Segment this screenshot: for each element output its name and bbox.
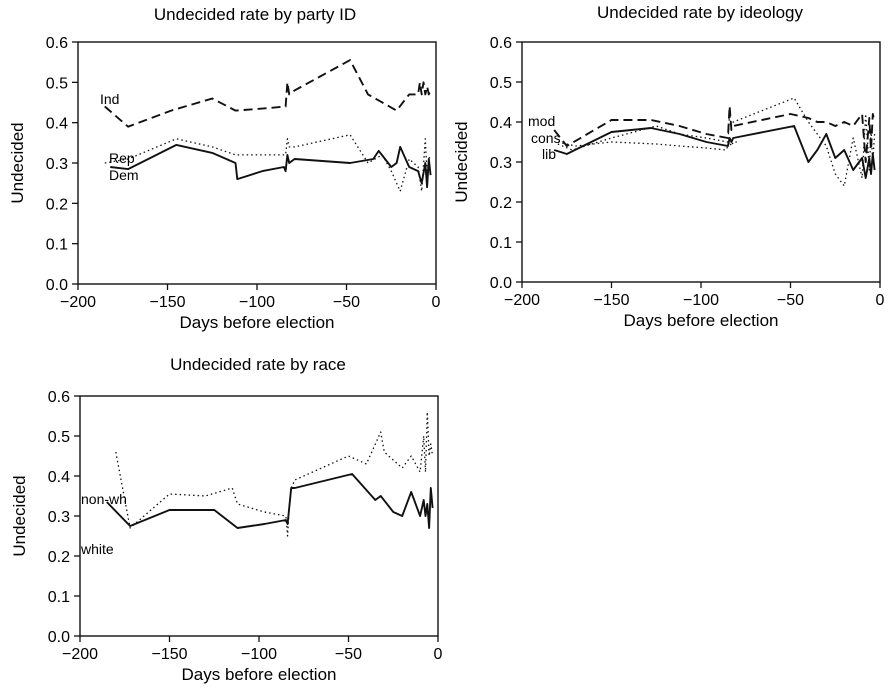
y-tick-label: 0.5 [48, 429, 70, 446]
y-tick-label: 0.0 [48, 629, 70, 646]
x-axis-label: Days before election [624, 311, 779, 330]
x-tick-label: −50 [335, 646, 362, 663]
series-line-lib [557, 141, 737, 151]
chart-title: Undecided rate by race [170, 355, 346, 374]
series-label: cons [531, 130, 561, 146]
series-line-non-wh [115, 411, 434, 537]
series-label: Dem [109, 167, 139, 183]
x-tick-label: −150 [149, 294, 185, 311]
y-tick-label: 0.3 [48, 509, 70, 526]
y-tick-label: 0.5 [490, 75, 512, 92]
y-tick-label: 0.2 [490, 195, 512, 212]
x-tick-label: −200 [60, 294, 96, 311]
chart-panel-2: Undecided rate by ideology −200 −150 −100 −5… [452, 3, 885, 330]
series-label: Rep [109, 150, 135, 166]
x-tick-label: −200 [62, 646, 98, 663]
chart-title: Undecided rate by party ID [154, 5, 356, 24]
y-tick-label: 0.5 [46, 75, 68, 92]
x-axis-label: Days before election [180, 313, 335, 332]
y-tick-label: 0.3 [46, 156, 68, 173]
y-tick-label: 0.0 [46, 277, 68, 294]
y-axis-label: Undecided [10, 475, 29, 556]
y-tick-label: 0.6 [46, 35, 68, 52]
series-line-Ind [104, 59, 432, 128]
y-tick-label: 0.1 [48, 589, 70, 606]
series-line-mod [553, 105, 876, 163]
series-label: Ind [100, 91, 119, 107]
x-tick-label: −50 [777, 292, 804, 309]
series-line-white [106, 473, 434, 529]
y-tick-label: 0.4 [46, 116, 68, 133]
x-tick-label: 0 [434, 646, 443, 663]
y-tick-label: 0.3 [490, 155, 512, 172]
x-tick-label: 0 [432, 294, 441, 311]
x-tick-label: −200 [504, 292, 540, 309]
series-label: lib [542, 146, 556, 162]
series-line-Dem [110, 143, 432, 189]
series-label: non-wh [81, 491, 127, 507]
x-tick-label: −100 [683, 292, 719, 309]
series-line-series-4 [553, 125, 876, 179]
y-tick-label: 0.6 [490, 35, 512, 52]
series-label: mod [528, 113, 555, 129]
y-tick-label: 0.0 [490, 275, 512, 292]
plot-frame [79, 395, 439, 637]
chart-title: Undecided rate by ideology [597, 3, 804, 22]
y-tick-label: 0.6 [48, 389, 70, 406]
y-tick-label: 0.2 [46, 196, 68, 213]
series-line-Rep [104, 134, 432, 192]
y-tick-label: 0.4 [48, 469, 70, 486]
chart-panel-3: Undecided rate by race −200 −150 −100 −50 0 0.… [10, 355, 443, 684]
series-line-cons [557, 97, 876, 187]
x-axis-label: Days before election [182, 665, 337, 684]
x-tick-label: −100 [241, 646, 277, 663]
plot-frame [521, 41, 881, 283]
x-tick-label: −100 [239, 294, 275, 311]
x-tick-label: −150 [593, 292, 629, 309]
x-tick-label: −150 [151, 646, 187, 663]
y-tick-label: 0.2 [48, 549, 70, 566]
y-tick-label: 0.4 [490, 115, 512, 132]
chart-panel-1: Undecided rate by party ID −200 −150 −100 −5… [8, 5, 441, 332]
x-tick-label: 0 [876, 292, 885, 309]
y-tick-label: 0.1 [490, 235, 512, 252]
series-label: white [80, 541, 114, 557]
x-tick-label: −50 [333, 294, 360, 311]
y-axis-label: Undecided [452, 121, 471, 202]
y-tick-label: 0.1 [46, 237, 68, 254]
y-axis-label: Undecided [8, 122, 27, 203]
